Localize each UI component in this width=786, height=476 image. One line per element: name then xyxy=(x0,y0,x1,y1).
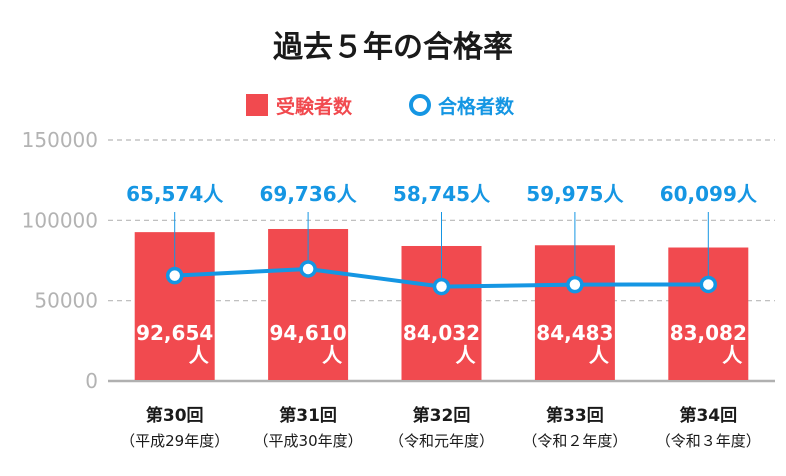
y-tick-label: 150000 xyxy=(22,128,98,152)
y-tick-label: 0 xyxy=(85,369,98,393)
bar-unit-label: 人 xyxy=(722,343,743,367)
pass-point xyxy=(299,260,317,278)
y-tick-label: 50000 xyxy=(34,289,98,313)
legend: 受験者数 合格者数 xyxy=(246,94,515,118)
legend-line-label: 合格者数 xyxy=(438,95,515,118)
pass-value-label: 59,975人 xyxy=(526,182,624,206)
legend-bar-label: 受験者数 xyxy=(276,95,353,118)
pass-value-label: 60,099人 xyxy=(660,182,758,206)
pass-point xyxy=(165,266,184,285)
category-subtitle: （令和３年度） xyxy=(656,432,761,450)
pass-point xyxy=(566,275,584,294)
bar-value-label: 92,654 xyxy=(136,321,213,345)
bar-unit-label: 人 xyxy=(456,343,477,367)
category-subtitle: （令和２年度） xyxy=(522,432,627,450)
pass-value-label: 58,745人 xyxy=(393,182,491,206)
grid: 0 50000 100000 150000 xyxy=(22,128,775,393)
category-label: 第32回 xyxy=(413,405,471,426)
category-label: 第31回 xyxy=(279,405,337,426)
chart-title: 過去５年の合格率 xyxy=(273,30,513,65)
bar-unit-label: 人 xyxy=(189,343,210,367)
category-subtitle: （平成30年度） xyxy=(254,432,363,450)
y-tick-label: 100000 xyxy=(22,208,98,232)
category-label: 第30回 xyxy=(146,405,204,426)
category-subtitle: （令和元年度） xyxy=(389,432,494,450)
category-subtitle: （平成29年度） xyxy=(120,432,229,450)
bar-unit-label: 人 xyxy=(322,343,343,367)
legend-line-marker xyxy=(409,94,431,116)
pass-series: 65,574人 69,736人 58,745人 59,975人 60,099人 xyxy=(126,182,758,296)
category-labels: 第30回 （平成29年度） 第31回 （平成30年度） 第32回 （令和元年度） 第33回 （… xyxy=(120,405,761,450)
bar-unit-label: 人 xyxy=(589,343,610,367)
pass-value-label: 69,736人 xyxy=(260,182,358,206)
bar-value-label: 84,483 xyxy=(536,321,613,345)
legend-bar-marker xyxy=(246,94,268,116)
bar-value-label: 83,082 xyxy=(670,321,747,345)
bar-value-label: 94,610 xyxy=(270,321,347,345)
pass-point xyxy=(432,277,451,296)
pass-point xyxy=(699,275,718,294)
pass-value-label: 65,574人 xyxy=(126,182,224,206)
bar-value-label: 84,032 xyxy=(403,321,480,345)
category-label: 第33回 xyxy=(546,405,604,426)
category-label: 第34回 xyxy=(679,405,737,426)
